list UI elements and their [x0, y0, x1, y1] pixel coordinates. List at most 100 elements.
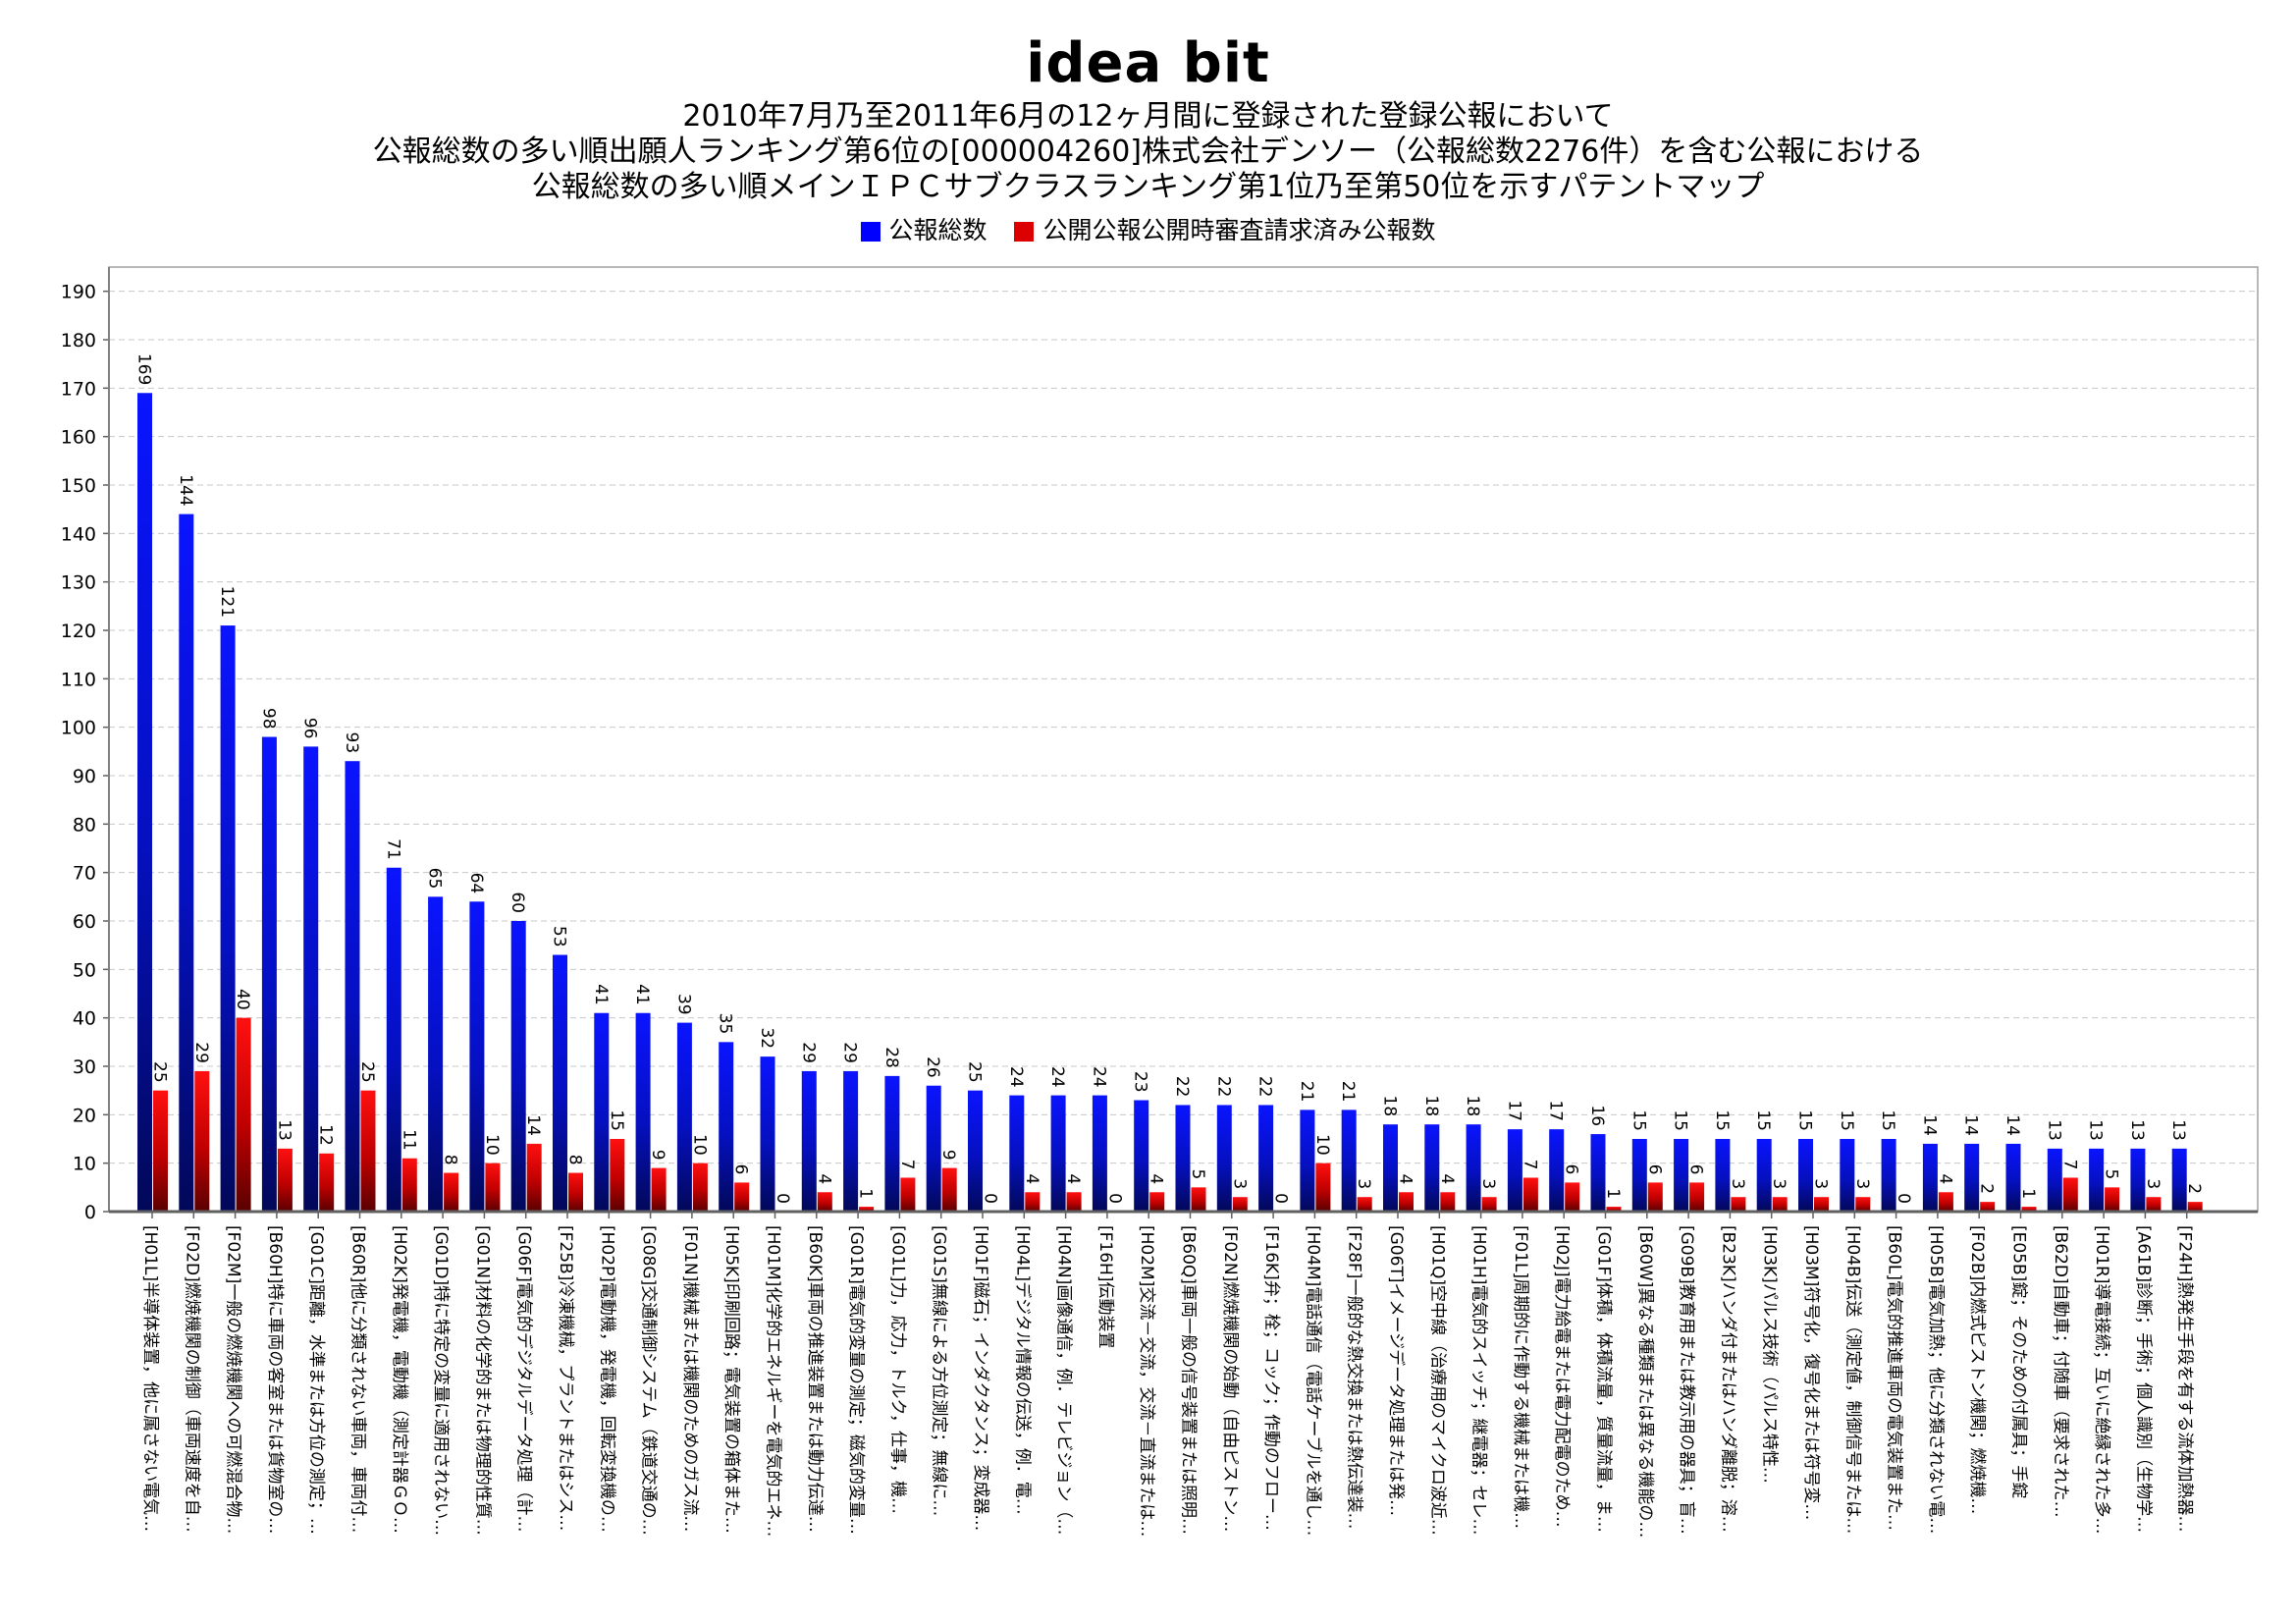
bar-series-1 — [2130, 1148, 2146, 1212]
y-tick-label: 170 — [61, 378, 96, 400]
bar-series-1 — [220, 625, 236, 1212]
data-label-series-2: 6 — [731, 1164, 751, 1175]
data-label-series-1: 21 — [1297, 1081, 1316, 1103]
data-label-series-1: 21 — [1338, 1081, 1358, 1103]
bar-series-1 — [1134, 1100, 1149, 1212]
data-label-series-2: 6 — [1644, 1164, 1664, 1175]
bar-series-1 — [1631, 1139, 1647, 1212]
bar-series-2 — [2021, 1207, 2037, 1212]
y-tick-label: 160 — [61, 427, 96, 449]
x-tick-label: [H03M]符号化，復号化または符号変… — [1801, 1225, 1821, 1520]
data-label-series-1: 14 — [1961, 1114, 1981, 1136]
data-label-series-2: 4 — [1935, 1173, 1954, 1184]
x-tick-label: [H04L]デジタル情報の伝送，例．電… — [1012, 1225, 1033, 1515]
bar-series-2 — [401, 1158, 417, 1212]
bar-series-2 — [1191, 1187, 1206, 1212]
bar-series-2 — [360, 1090, 376, 1212]
data-label-series-1: 23 — [1131, 1071, 1150, 1093]
bar-series-1 — [2047, 1148, 2062, 1212]
bar-series-1 — [1341, 1109, 1357, 1212]
chart-title-line-3: 公報総数の多い順メインＩＰＣサブクラスランキング第1位乃至第50位を示すパテント… — [531, 170, 1765, 204]
data-label-series-1: 18 — [1421, 1096, 1441, 1117]
x-tick-label: [G09B]教育用または教示用の器具；盲… — [1677, 1225, 1696, 1535]
bar-series-1 — [760, 1056, 775, 1212]
data-label-series-2: 14 — [523, 1114, 543, 1136]
bar-series-2 — [1440, 1192, 1456, 1212]
y-tick-label: 140 — [61, 523, 96, 545]
logo: idea bit — [1026, 31, 1270, 95]
data-label-series-1: 26 — [923, 1056, 942, 1078]
bar-series-2 — [1481, 1197, 1497, 1212]
x-tick-label: [H01M]化学的エネルギーを電気的エネ… — [764, 1225, 783, 1537]
x-tick-label: [B23K]ハンダ付またはハンダ離脱；溶… — [1718, 1225, 1737, 1533]
data-label-series-1: 15 — [1878, 1109, 1897, 1131]
bar-series-2 — [1149, 1192, 1165, 1212]
data-label-series-1: 18 — [1380, 1096, 1400, 1117]
data-label-series-1: 24 — [1006, 1066, 1026, 1088]
data-label-series-1: 60 — [507, 892, 527, 913]
bar-series-2 — [734, 1182, 750, 1212]
x-tick-label: [H03K]パルス技術（パルス特性… — [1760, 1225, 1780, 1484]
chart-title-line-2: 公報総数の多い順出願人ランキング第6位の[000004260]株式会社デンソー（… — [372, 135, 1924, 169]
data-label-series-1: 29 — [840, 1042, 860, 1063]
legend-item-series-2: 公開公報公開時審査請求済み公報数 — [1014, 214, 1435, 247]
data-label-series-2: 3 — [1852, 1178, 1872, 1189]
data-label-series-1: 71 — [383, 839, 402, 860]
bar-series-2 — [1855, 1197, 1871, 1212]
bar-series-1 — [1424, 1124, 1440, 1212]
x-tick-label: [F28F]一般的な熱交換または熱伝達装… — [1345, 1225, 1364, 1529]
bar-series-2 — [900, 1177, 916, 1212]
bar-series-1 — [635, 1012, 651, 1212]
bar-series-2 — [2105, 1187, 2120, 1212]
bar-series-1 — [594, 1012, 610, 1212]
data-label-series-1: 22 — [1172, 1076, 1192, 1098]
data-label-series-1: 13 — [2168, 1119, 2188, 1141]
bar-series-2 — [444, 1172, 459, 1212]
legend-swatch-red — [1014, 222, 1035, 242]
bar-series-1 — [179, 514, 194, 1212]
data-label-series-2: 0 — [1894, 1193, 1913, 1204]
data-label-series-1: 13 — [2086, 1119, 2106, 1141]
bar-series-1 — [884, 1075, 900, 1212]
bar-series-1 — [1507, 1129, 1522, 1212]
data-label-series-1: 22 — [1255, 1076, 1275, 1098]
x-tick-label: [E05B]錠；そのための付属具；手錠 — [2009, 1225, 2029, 1498]
bar-series-2 — [568, 1172, 583, 1212]
bar-series-1 — [1383, 1124, 1398, 1212]
data-label-series-1: 144 — [176, 474, 195, 506]
data-label-series-2: 2 — [1977, 1183, 1997, 1194]
legend-label-series-2: 公開公報公開時審査請求済み公報数 — [1042, 216, 1436, 244]
bar-series-2 — [1980, 1202, 1996, 1212]
bar-series-2 — [1606, 1207, 1622, 1212]
x-tick-label: [H04B]伝送（測定値，制御信号または… — [1842, 1225, 1862, 1534]
bar-series-1 — [1798, 1139, 1813, 1212]
x-tick-label: [H02P]電動機，発電機，回転変換機の… — [597, 1225, 616, 1533]
bar-series-2 — [1814, 1197, 1829, 1212]
y-tick-label: 190 — [61, 282, 96, 303]
data-label-series-2: 4 — [1396, 1173, 1415, 1184]
bar-series-2 — [194, 1070, 210, 1212]
data-label-series-2: 11 — [399, 1129, 418, 1151]
x-tick-label: [A61B]診断；手術；個人識別（生物学… — [2133, 1225, 2153, 1533]
legend-swatch-blue — [860, 222, 881, 242]
bar-series-1 — [386, 867, 401, 1212]
data-label-series-1: 24 — [1047, 1066, 1067, 1088]
x-tick-label: [F25B]冷凍機械，プラントまたはシス… — [556, 1225, 575, 1531]
y-tick-label: 20 — [73, 1105, 96, 1126]
bar-series-2 — [1731, 1197, 1746, 1212]
x-tick-label: [G01L]力，応力，トルク，仕事，機… — [887, 1225, 907, 1514]
y-tick-label: 150 — [61, 475, 96, 497]
bar-series-1 — [1964, 1143, 1980, 1212]
chart-title-line-1: 2010年7月乃至2011年6月の12ヶ月間に登録された登録公報において — [682, 99, 1614, 134]
data-label-series-1: 32 — [757, 1027, 776, 1049]
bar-series-1 — [1216, 1105, 1232, 1212]
bar-series-2 — [1025, 1192, 1041, 1212]
bar-series-2 — [859, 1207, 875, 1212]
x-tick-label: [F24H]熱発生手段を有する流体加熱器… — [2175, 1225, 2195, 1532]
bar-series-2 — [1399, 1192, 1414, 1212]
bar-series-2 — [2187, 1202, 2203, 1212]
x-tick-label: [B60R]他に分類されない車両，車両付… — [348, 1225, 368, 1533]
bar-series-2 — [610, 1139, 625, 1212]
bar-series-2 — [236, 1017, 251, 1212]
